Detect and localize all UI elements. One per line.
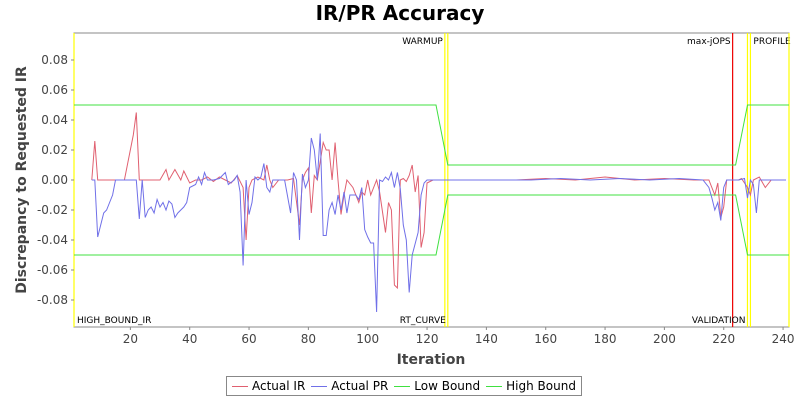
legend-item-low-bound: Low Bound xyxy=(394,379,480,393)
y-axis: -0.08 -0.06 -0.04 -0.02 0.00 0.02 0.04 0.06 0.08 xyxy=(37,53,74,307)
legend-item-high-bound: High Bound xyxy=(486,379,576,393)
legend-item-actual-ir: Actual IR xyxy=(232,379,305,393)
x-tick-label: 220 xyxy=(712,332,735,346)
x-tick-label: 140 xyxy=(475,332,498,346)
legend-swatch xyxy=(486,385,503,387)
x-tick-label: 80 xyxy=(301,332,316,346)
x-tick-label: 100 xyxy=(356,332,379,346)
legend-swatch xyxy=(394,385,411,387)
phase-marker-label: max-jOPS xyxy=(687,37,731,47)
x-tick-label: 60 xyxy=(241,332,256,346)
legend-label: Actual IR xyxy=(252,379,306,393)
x-tick-label: 180 xyxy=(594,332,617,346)
legend-label: Low Bound xyxy=(414,379,481,393)
series-line-actual-pr xyxy=(91,133,786,313)
y-tick-label: 0.08 xyxy=(41,53,68,67)
legend-item-actual-pr: Actual PR xyxy=(311,379,388,393)
legend-label: Actual PR xyxy=(331,379,389,393)
x-axis-label: Iteration xyxy=(397,352,466,368)
x-tick-label: 120 xyxy=(416,332,439,346)
x-axis: 20 40 60 80 100 120 140 160 180 200 220 240 xyxy=(123,327,795,346)
y-tick-label: 0.02 xyxy=(41,143,68,157)
phase-marker-label: VALIDATION xyxy=(692,316,746,326)
y-tick-label: -0.06 xyxy=(37,263,68,277)
phase-markers: HIGH_BOUND_IR WARMUP RT_CURVE max-jOPS VALID… xyxy=(73,33,791,327)
legend-label: High Bound xyxy=(506,379,576,393)
chart-title: IR/PR Accuracy xyxy=(316,1,485,25)
phase-marker-label: WARMUP xyxy=(402,37,443,47)
x-tick-label: 240 xyxy=(772,332,795,346)
y-tick-label: -0.04 xyxy=(37,233,68,247)
y-axis-label: Discrepancy to Requested IR xyxy=(14,66,30,294)
series-line-low-bound xyxy=(74,194,789,256)
y-tick-label: -0.08 xyxy=(37,293,68,307)
x-tick-label: 200 xyxy=(653,332,676,346)
phase-marker-label: HIGH_BOUND_IR xyxy=(77,316,151,326)
phase-marker-label: RT_CURVE xyxy=(400,316,446,326)
legend-swatch xyxy=(232,385,248,387)
x-tick-label: 40 xyxy=(182,332,197,346)
x-tick-label: 160 xyxy=(534,332,557,346)
phase-marker-label: PROFILE xyxy=(753,37,791,47)
y-tick-label: 0.06 xyxy=(41,83,68,97)
legend: Actual IR Actual PR Low Bound High Bound xyxy=(226,376,582,396)
y-tick-label: 0.00 xyxy=(41,173,68,187)
y-tick-label: -0.02 xyxy=(37,203,68,217)
series-lines xyxy=(74,104,789,313)
legend-swatch xyxy=(311,385,328,387)
y-tick-label: 0.04 xyxy=(41,113,68,127)
series-line-high-bound xyxy=(74,104,789,166)
x-tick-label: 20 xyxy=(123,332,138,346)
